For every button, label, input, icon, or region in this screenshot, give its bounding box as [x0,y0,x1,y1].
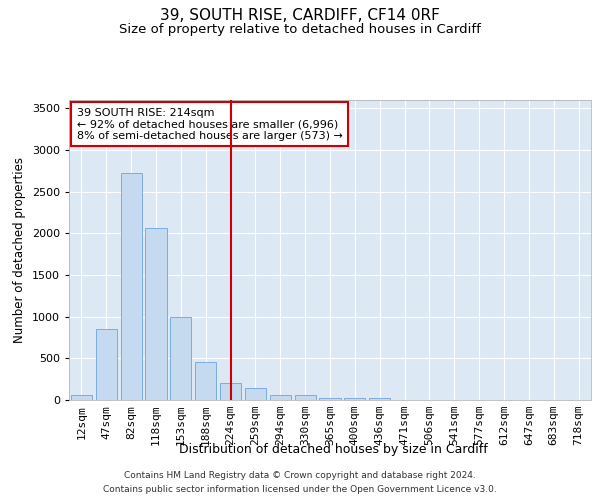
Bar [121,174,142,400]
Bar [145,228,167,400]
Text: Distribution of detached houses by size in Cardiff: Distribution of detached houses by size … [179,442,487,456]
Bar [195,362,216,400]
Text: Size of property relative to detached houses in Cardiff: Size of property relative to detached ho… [119,22,481,36]
Bar [295,396,316,400]
Text: Contains public sector information licensed under the Open Government Licence v3: Contains public sector information licen… [103,485,497,494]
Bar [170,316,191,400]
Y-axis label: Number of detached properties: Number of detached properties [13,157,26,343]
Bar [220,382,241,400]
Bar [319,398,341,400]
Bar [71,396,92,400]
Bar [96,329,117,400]
Text: 39, SOUTH RISE, CARDIFF, CF14 0RF: 39, SOUTH RISE, CARDIFF, CF14 0RF [160,8,440,22]
Bar [369,398,390,400]
Bar [344,398,365,400]
Bar [245,388,266,400]
Text: 39 SOUTH RISE: 214sqm
← 92% of detached houses are smaller (6,996)
8% of semi-de: 39 SOUTH RISE: 214sqm ← 92% of detached … [77,108,343,140]
Bar [270,394,291,400]
Text: Contains HM Land Registry data © Crown copyright and database right 2024.: Contains HM Land Registry data © Crown c… [124,471,476,480]
